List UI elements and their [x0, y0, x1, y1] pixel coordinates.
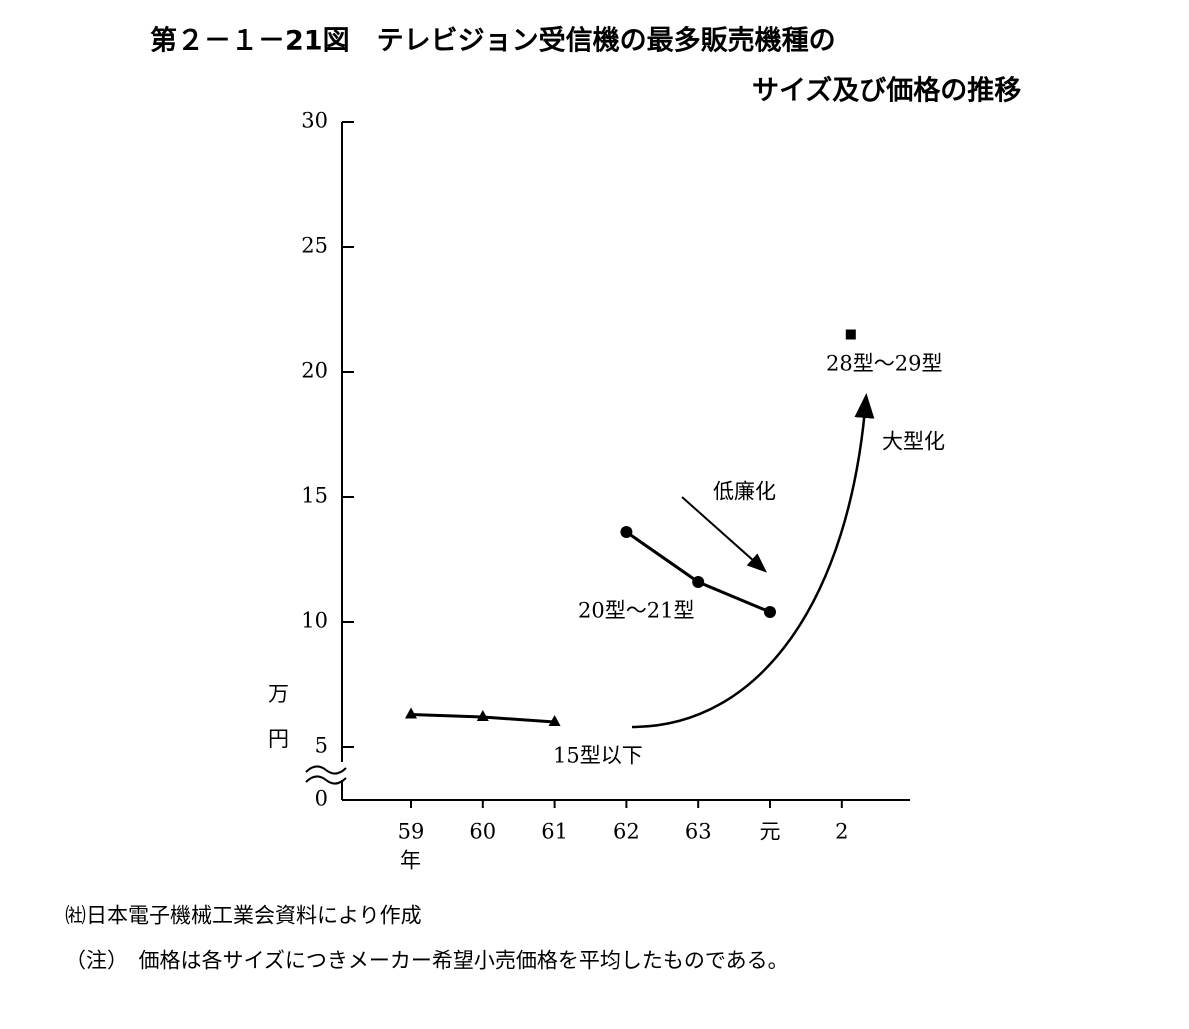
y-tick-label: 15 — [301, 484, 328, 508]
y-tick-label: 30 — [301, 109, 328, 133]
chart-subtitle: サイズ及び価格の推移 — [752, 75, 1021, 107]
y-tick-label: 5 — [315, 734, 328, 758]
marker — [845, 329, 856, 340]
series-label: 20型～21型 — [578, 599, 694, 623]
chart-title: 第２－１－21図 テレビジョン受信機の最多販売機種の — [150, 25, 836, 57]
source-note: ㈳日本電子機械工業会資料により作成 — [65, 904, 422, 928]
x-tick-label: 59 — [398, 820, 425, 844]
x-tick-label: 60 — [469, 820, 496, 844]
arrow — [681, 496, 767, 573]
x-tick-label: 2 — [835, 820, 848, 844]
x-tick-label: 元 — [760, 820, 781, 844]
annotation: 低廉化 — [713, 480, 776, 504]
series-label: 28型～29型 — [826, 352, 942, 376]
axes — [305, 122, 910, 801]
marker — [548, 715, 561, 726]
annotation: 大型化 — [882, 430, 945, 454]
footnote: （注） 価格は各サイズにつきメーカー希望小売価格を平均したものである。 — [65, 949, 789, 973]
x-tick-label: 63 — [685, 820, 712, 844]
y-tick-label: 25 — [301, 234, 328, 258]
y-tick-label: 10 — [301, 609, 328, 633]
marker — [476, 710, 489, 721]
y-tick-label: 20 — [301, 359, 328, 383]
y-axis-label: 万円 — [268, 682, 289, 751]
y-tick-label: 0 — [315, 787, 328, 811]
x-tick-label: 61 — [541, 820, 568, 844]
series-label: 15型以下 — [553, 744, 643, 768]
marker — [692, 576, 705, 588]
x-tick-label: 62 — [613, 820, 640, 844]
arrow — [631, 393, 875, 729]
marker — [405, 707, 417, 719]
marker — [620, 526, 633, 538]
x-unit-label: 年 — [400, 849, 421, 873]
marker — [764, 606, 776, 618]
